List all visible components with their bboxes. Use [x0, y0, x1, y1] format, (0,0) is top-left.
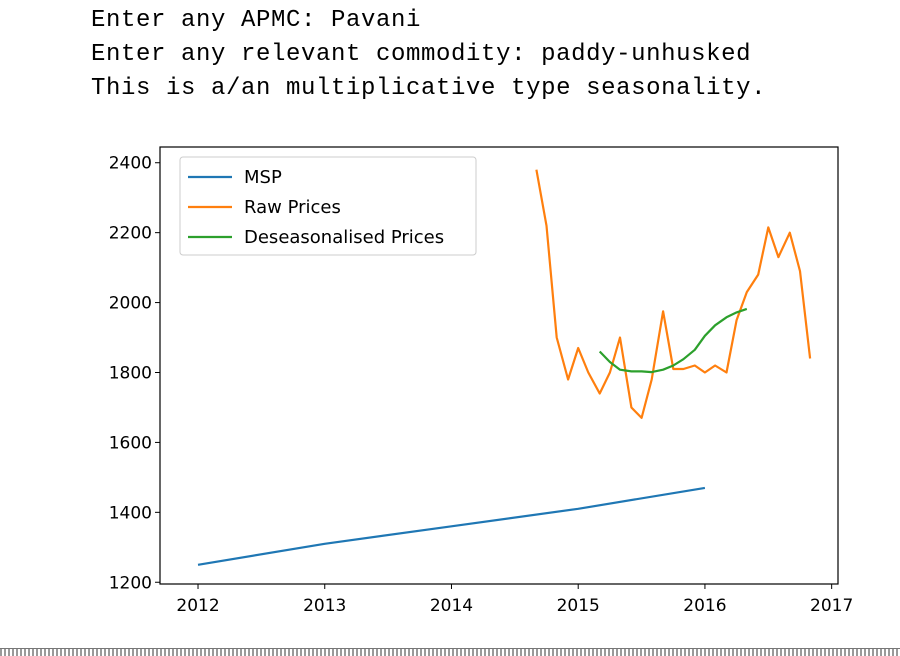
series-layer — [197, 169, 812, 566]
legend-label: MSP — [244, 167, 282, 188]
x-tick-label: 2015 — [557, 596, 600, 616]
y-tick-label: 2200 — [109, 224, 152, 244]
series-line-2 — [598, 307, 748, 374]
console-line-commodity: Enter any relevant commodity: paddy-unhu… — [91, 41, 752, 68]
x-tick-label: 2016 — [683, 596, 726, 616]
x-tick-label: 2017 — [810, 596, 853, 616]
y-tick-label: 1600 — [109, 433, 152, 453]
y-tick-label: 2400 — [109, 154, 152, 174]
x-tick-label: 2014 — [430, 596, 473, 616]
x-tick-label: 2012 — [176, 596, 219, 616]
console-output: Enter any APMC: Pavani Enter any relevan… — [91, 4, 766, 106]
console-line-seasonality: This is a/an multiplicative type seasona… — [91, 75, 767, 102]
console-line-apmc: Enter any APMC: Pavani — [91, 7, 422, 34]
legend: MSP Raw Prices Deseasonalised Prices — [179, 156, 477, 256]
y-tick-label: 2000 — [109, 294, 152, 314]
legend-label: Deseasonalised Prices — [244, 227, 444, 248]
ticks-layer: 2012 2013 2014 2015 2016 2017 1200 1400 1600 1800… — [109, 154, 854, 616]
x-tick-label: 2013 — [303, 596, 346, 616]
series-line-1 — [535, 169, 812, 419]
axes-frame — [159, 146, 839, 585]
legend-box — [179, 156, 477, 256]
legend-label: Raw Prices — [244, 197, 341, 218]
y-tick-label: 1200 — [109, 573, 152, 593]
y-tick-label: 1400 — [109, 503, 152, 523]
bottom-divider — [0, 648, 900, 656]
y-tick-label: 1800 — [109, 363, 152, 383]
series-line-0 — [197, 486, 706, 566]
